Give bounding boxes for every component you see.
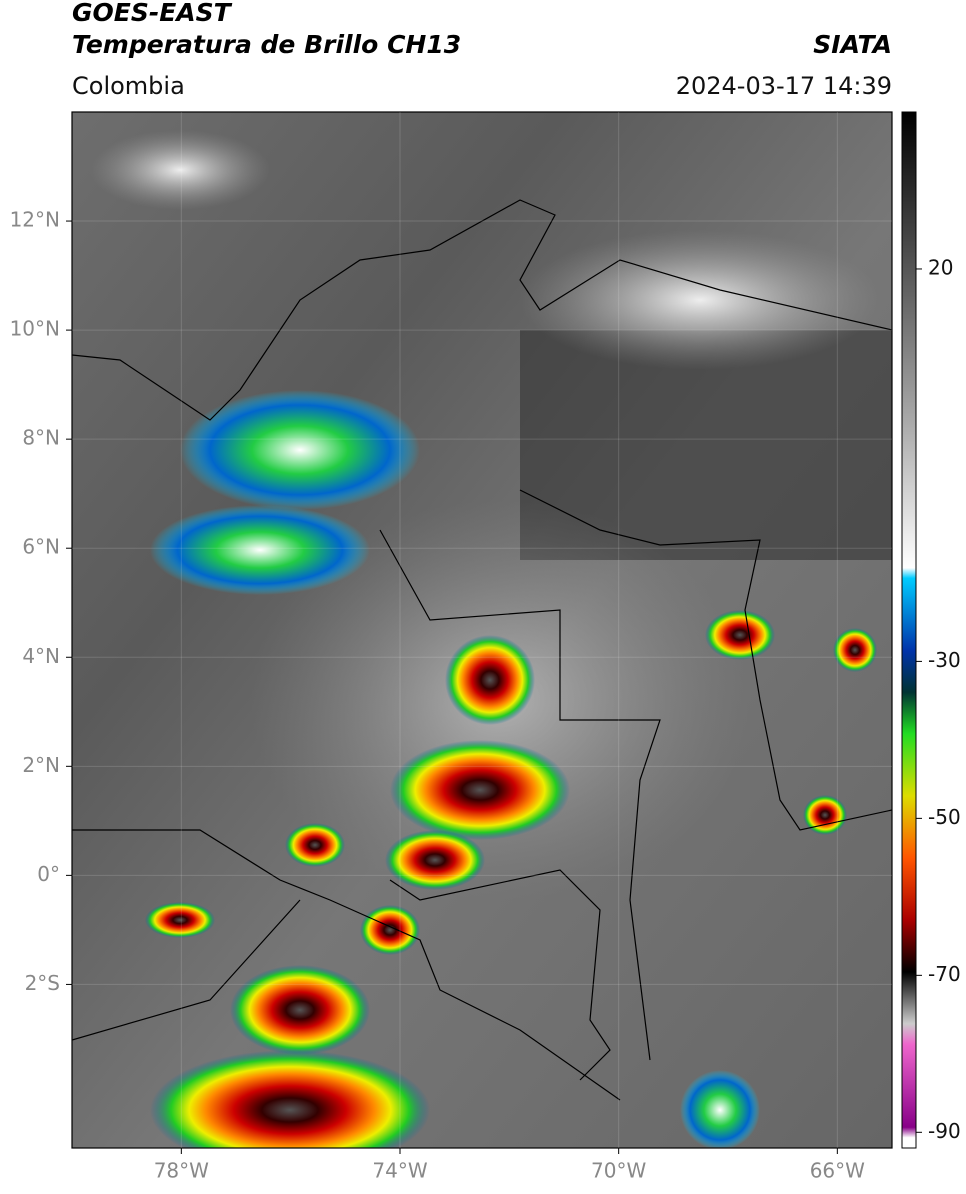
y-tick-label: 12°N [10,208,60,232]
region: Colombia [72,72,185,100]
y-tick-label: 2°N [22,753,60,777]
x-tick-label: 74°W [372,1159,427,1183]
map-frame [71,111,893,1149]
colorbar [901,111,917,1149]
y-tick-label: 2°S [25,971,60,995]
y-tick-label: 4°N [22,644,60,668]
x-tick-label: 78°W [154,1159,209,1183]
y-tick-label: 8°N [22,426,60,450]
colorbar-tick-label: 20 [928,255,953,279]
y-tick-label: 6°N [22,535,60,559]
y-tick-label: 10°N [10,317,60,341]
title: GOES-EAST [72,0,233,27]
colorbar-tick-label: -50 [928,805,961,829]
imagery [72,112,892,1148]
colorbar-tick-label: -90 [928,1119,961,1143]
source: SIATA [813,30,892,59]
datetime: 2024-03-17 14:39 [676,72,892,100]
x-tick-label: 70°W [591,1159,646,1183]
colorbar-tick-label: -70 [928,962,961,986]
subtitle: Temperatura de Brillo CH13 [72,30,461,59]
x-tick-label: 66°W [810,1159,865,1183]
colorbar-tick-label: -30 [928,648,961,672]
y-tick-label: 0° [37,862,60,886]
